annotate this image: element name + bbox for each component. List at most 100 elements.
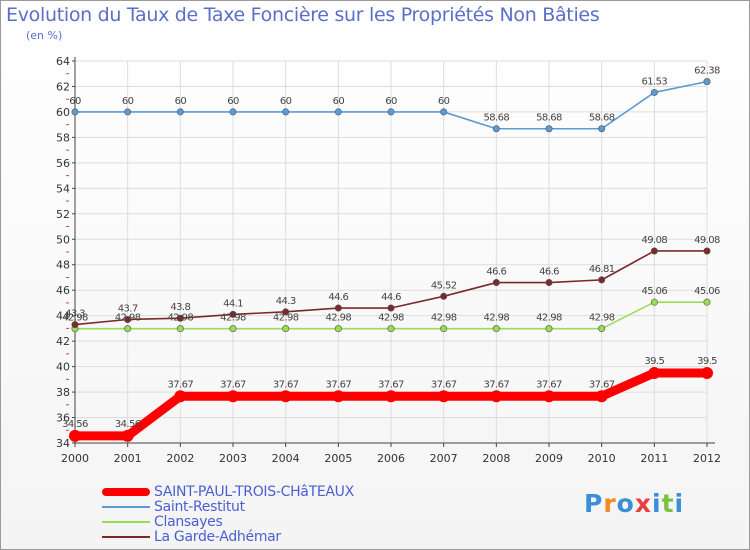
data-point: [492, 325, 500, 333]
data-point: [121, 429, 134, 442]
data-point: [598, 325, 606, 333]
data-point: [176, 108, 184, 116]
data-label: 61.53: [642, 76, 668, 87]
data-label: 42.98: [589, 313, 615, 324]
data-label: 37.67: [378, 379, 404, 390]
y-axis-unit-label: (en %): [26, 29, 63, 42]
axes: 34 36 38 40 42 44 46 48 50 52 54 56 58 60 62 64 2000 2001…: [56, 55, 721, 465]
logo-letter: r: [603, 489, 617, 518]
data-point: [334, 108, 342, 116]
data-label: 37.67: [484, 379, 510, 390]
data-point: [598, 125, 606, 133]
data-label: 62.38: [694, 66, 720, 77]
data-point: [282, 108, 290, 116]
data-label: 44.1: [223, 298, 243, 309]
data-label: 60: [280, 96, 292, 107]
data-point: [703, 247, 711, 255]
data-label: 49.08: [642, 235, 668, 246]
data-point: [334, 325, 342, 333]
data-point: [701, 366, 713, 379]
legend-swatch: [102, 521, 150, 523]
data-point: [650, 88, 658, 96]
data-point: [598, 276, 606, 284]
x-tick-label: 2006: [377, 452, 405, 465]
logo-letter: o: [616, 489, 635, 518]
data-label: 43.7: [118, 303, 138, 314]
data-label: 44.6: [328, 292, 348, 303]
logo-letter: P: [584, 489, 604, 518]
data-label: 42.98: [115, 313, 141, 324]
data-label: 60: [438, 96, 450, 107]
legend-label: SAINT-PAUL-TROIS-CHâTEAUX: [154, 484, 354, 500]
data-label: 37.67: [536, 379, 562, 390]
data-point: [282, 325, 290, 333]
data-point: [279, 390, 292, 403]
data-point: [650, 247, 658, 255]
data-label: 46.6: [539, 267, 559, 278]
data-label: 60: [333, 96, 345, 107]
data-label: 42.98: [431, 313, 457, 324]
data-label: 43.3: [65, 309, 85, 320]
data-point: [387, 304, 395, 312]
chart-title: Evolution du Taux de Taxe Foncière sur l…: [6, 4, 600, 26]
data-label: 42.98: [536, 313, 562, 324]
data-point: [492, 279, 500, 287]
x-tick-label: 2008: [482, 452, 510, 465]
data-point: [229, 108, 237, 116]
data-point: [176, 325, 184, 333]
data-point: [545, 125, 553, 133]
data-label: 45.06: [694, 286, 720, 297]
y-tick-label: 52: [56, 208, 70, 221]
data-label: 60: [175, 96, 187, 107]
data-point: [440, 108, 448, 116]
x-tick-label: 2001: [114, 452, 142, 465]
data-label: 42.98: [378, 313, 404, 324]
data-point: [176, 314, 184, 322]
logo-letter: i: [652, 489, 662, 518]
y-tick-label: 50: [56, 233, 70, 246]
y-tick-label: 46: [56, 284, 70, 297]
data-point: [545, 279, 553, 287]
data-point: [440, 292, 448, 300]
y-tick-label: 54: [56, 182, 70, 195]
data-label: 60: [122, 96, 134, 107]
x-tick-label: 2002: [166, 452, 194, 465]
data-point: [543, 390, 555, 403]
data-point: [69, 429, 81, 442]
y-tick-label: 58: [56, 131, 70, 144]
data-label: 58.68: [484, 113, 510, 124]
data-point: [492, 125, 500, 133]
data-point: [332, 390, 345, 403]
data-label: 42.98: [220, 313, 246, 324]
y-tick-label: 38: [56, 386, 70, 399]
x-tick-label: 2004: [272, 452, 300, 465]
data-label: 37.67: [168, 379, 194, 390]
data-label: 58.68: [536, 113, 562, 124]
y-tick-label: 42: [56, 335, 70, 348]
data-point: [545, 325, 553, 333]
data-point: [124, 108, 132, 116]
data-point: [387, 325, 395, 333]
x-tick-label: 2007: [430, 452, 458, 465]
data-point: [703, 78, 711, 86]
x-tick-label: 2011: [640, 452, 668, 465]
data-label: 37.67: [589, 379, 615, 390]
series-lines: [69, 78, 713, 442]
data-label: 42.98: [273, 313, 299, 324]
legend-label: La Garde-Adhémar: [154, 529, 281, 545]
data-point: [282, 308, 290, 316]
data-label: 42.98: [326, 313, 352, 324]
data-point: [124, 315, 132, 323]
data-point: [437, 390, 450, 403]
data-point: [385, 390, 397, 403]
y-tick-label: 36: [56, 412, 70, 425]
data-label: 49.08: [694, 235, 720, 246]
logo-letter: i: [674, 489, 685, 518]
x-tick-label: 2005: [324, 452, 352, 465]
data-label: 44.6: [381, 292, 401, 303]
x-tick-label: 2000: [61, 452, 89, 465]
data-label: 43.8: [170, 302, 190, 313]
y-tick-label: 64: [56, 55, 70, 68]
data-label: 60: [385, 96, 397, 107]
